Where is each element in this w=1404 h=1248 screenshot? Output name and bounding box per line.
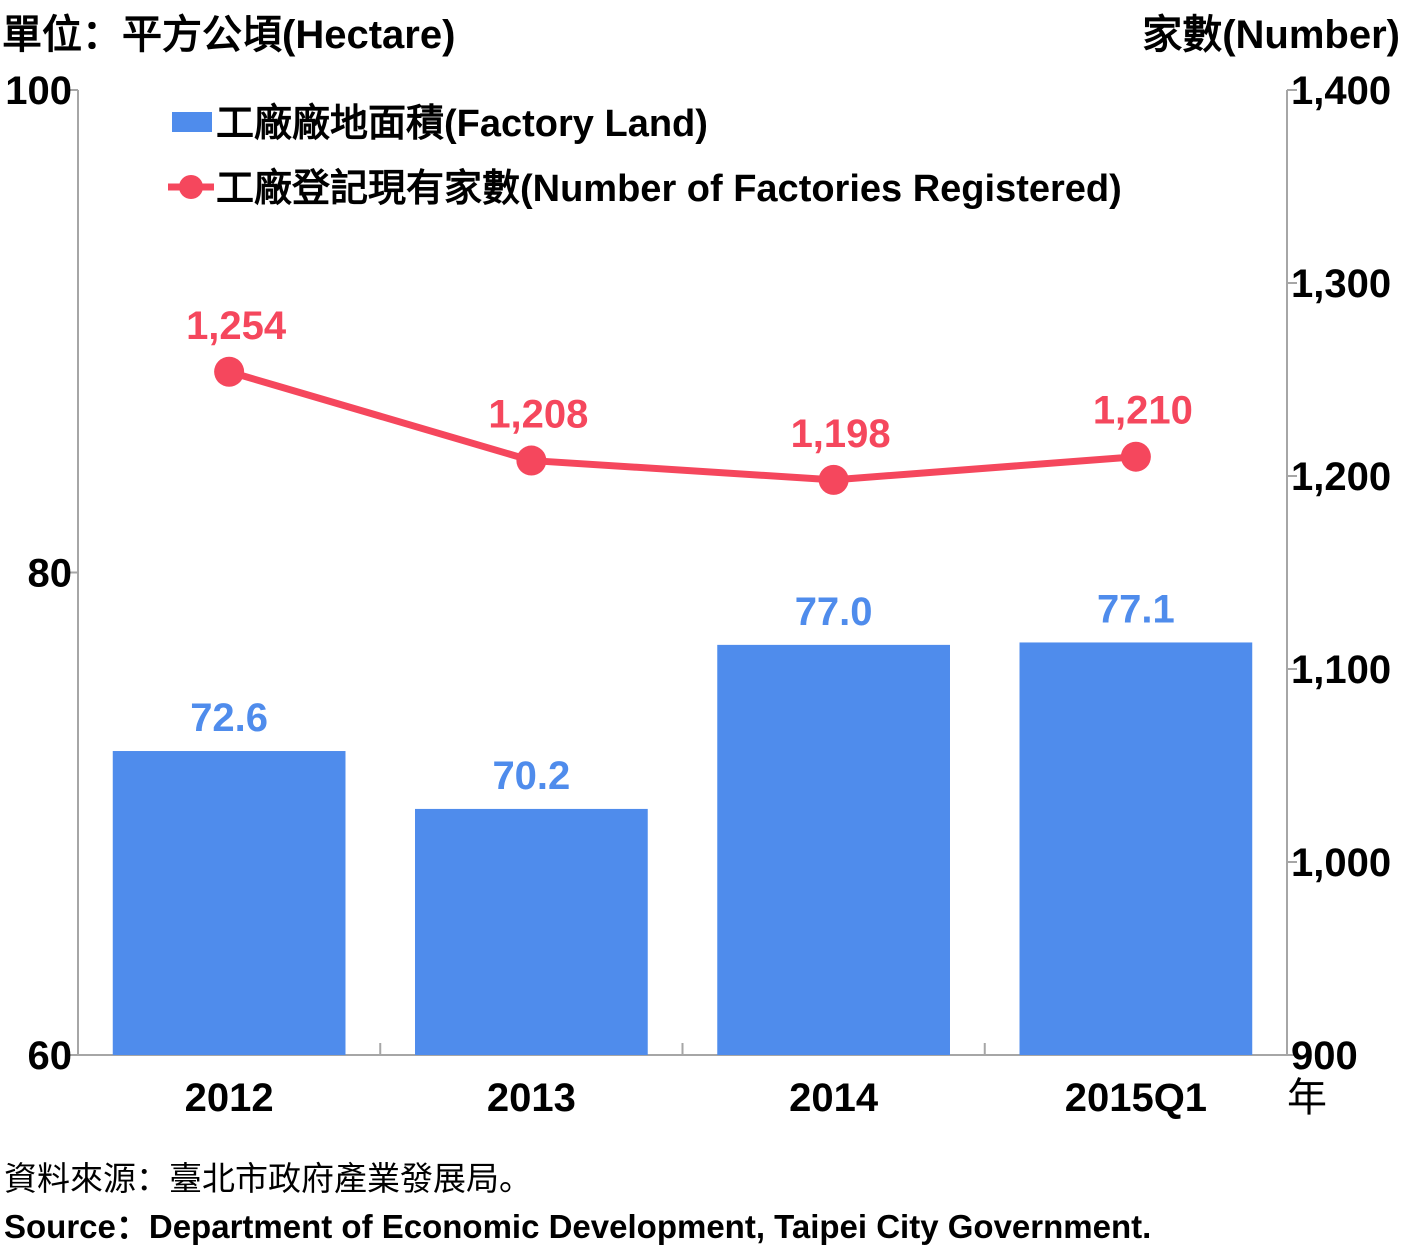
line-data-label: 1,208 (488, 393, 588, 437)
bar-series: 72.6 70.2 77.0 77.1 (112, 587, 1253, 1055)
right-axis-tick-label: 1,200 (1291, 455, 1391, 499)
legend-swatch-marker (179, 175, 203, 199)
bar-data-label: 77.0 (795, 590, 873, 634)
left-axis-tick-label: 100 (5, 69, 72, 113)
bar (112, 751, 346, 1055)
source-note-zh: 資料來源：臺北市政府產業發展局。 (4, 1160, 532, 1197)
line-series: 1,254 1,208 1,198 1,210 (186, 304, 1193, 495)
legend-swatch-bar (172, 112, 212, 132)
x-axis-tick-label: 2013 (487, 1076, 576, 1120)
bar (415, 808, 648, 1055)
right-axis-tick-label: 900 (1291, 1034, 1358, 1078)
bar-data-label: 72.6 (190, 696, 268, 740)
right-axis-unit: 家數(Number) (1142, 13, 1400, 57)
line-path (228, 368, 1137, 484)
bar-data-label: 77.1 (1097, 587, 1175, 631)
right-axis-tick-label: 1,400 (1291, 69, 1391, 113)
line-point (214, 356, 245, 387)
bar (717, 644, 950, 1055)
x-axis-tick-label: 2012 (185, 1076, 274, 1120)
combo-chart: 72.6 70.2 77.0 77.1 1,254 1,208 1,198 1,210 工廠… (5, 69, 1391, 1120)
x-axis-tick-label: 2015Q1 (1065, 1076, 1207, 1120)
bar (1019, 642, 1253, 1055)
left-axis-tick-label: 60 (28, 1034, 73, 1078)
x-axis-tick-label: 2014 (789, 1076, 879, 1120)
line-point (516, 445, 547, 476)
bar-data-label: 70.2 (492, 754, 570, 798)
right-axis-tick-label: 1,100 (1291, 648, 1391, 692)
source-note-en: Source：Department of Economic Developmen… (4, 1208, 1152, 1245)
left-axis-unit: 單位：平方公頃(Hectare) (2, 13, 456, 57)
left-axis-tick-label: 80 (28, 552, 73, 596)
x-axis-unit-label: 年 (1287, 1076, 1327, 1120)
right-axis-tick-label: 1,000 (1291, 841, 1391, 885)
line-data-label: 1,254 (186, 304, 287, 348)
legend-label-line: 工廠登記現有家數(Number of Factories Registered) (216, 167, 1122, 210)
line-point (818, 464, 849, 495)
line-data-label: 1,198 (791, 412, 891, 456)
line-data-label: 1,210 (1093, 389, 1193, 433)
tick-labels: 60 80 100 900 1,000 1,100 1,200 1,300 1,400 2012 2… (5, 69, 1391, 1120)
right-axis-tick-label: 1,300 (1291, 262, 1391, 306)
legend: 工廠廠地面積(Factory Land) 工廠登記現有家數(Number of F… (168, 102, 1122, 210)
legend-label-bar: 工廠廠地面積(Factory Land) (216, 102, 708, 145)
line-point (1120, 441, 1151, 472)
